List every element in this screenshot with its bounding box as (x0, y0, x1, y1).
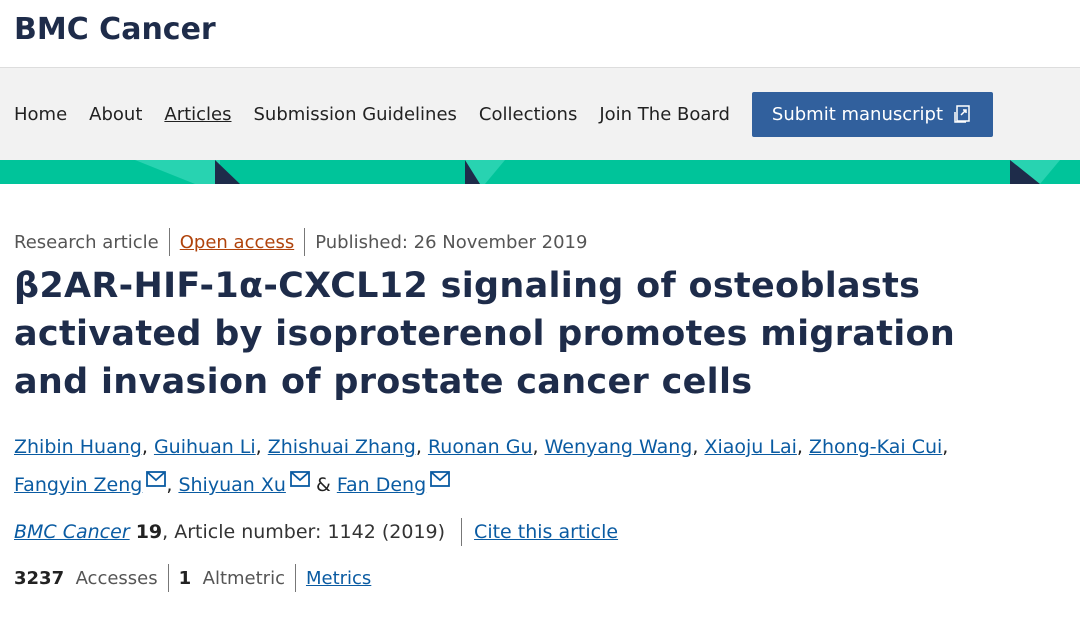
author: Zhibin Huang, (14, 436, 148, 458)
author: Zhishuai Zhang, (268, 436, 422, 458)
author-separator: , (415, 436, 422, 458)
article-header: Research article Open access Published: … (0, 184, 1080, 592)
author-link[interactable]: Shiyuan Xu (178, 474, 286, 496)
author-link[interactable]: Xiaoju Lai (704, 436, 797, 458)
author-separator: , (692, 436, 699, 458)
nav-item[interactable]: Join The Board (599, 103, 730, 125)
author-link[interactable]: Zhibin Huang (14, 436, 142, 458)
cite-link[interactable]: Cite this article (474, 521, 619, 543)
metrics: 3237 Accesses 1 Altmetric Metrics (14, 564, 1066, 592)
author: Ruonan Gu, (428, 436, 539, 458)
published: Published: 26 November 2019 (315, 231, 588, 253)
article-meta: Research article Open access Published: … (14, 228, 1066, 256)
decor-band (0, 160, 1080, 184)
author-link[interactable]: Fangyin Zeng (14, 474, 143, 496)
author: Fan Deng (336, 471, 451, 496)
volume: 19 (135, 521, 163, 543)
article-type: Research article (14, 231, 159, 253)
nav-item[interactable]: Submission Guidelines (253, 103, 457, 125)
author: Guihuan Li, (154, 436, 262, 458)
journal-link[interactable]: BMC Cancer (14, 521, 130, 543)
citation-details: , Article number: 1142 (2019) (162, 521, 446, 543)
citation: BMC Cancer 19 , Article number: 1142 (20… (14, 518, 1066, 546)
author-link[interactable]: Ruonan Gu (427, 436, 533, 458)
nav-item[interactable]: Collections (478, 103, 578, 125)
header: BMC Cancer (0, 0, 1080, 68)
accesses-count: 3237 (14, 567, 65, 589)
author-link[interactable]: Wenyang Wang (544, 436, 693, 458)
accesses-label: Accesses (75, 567, 158, 589)
author-list: Zhibin Huang, Guihuan Li, Zhishuai Zhang… (14, 428, 994, 504)
author-separator: , (942, 436, 949, 458)
author-link[interactable]: Guihuan Li (153, 436, 256, 458)
author-link[interactable]: Fan Deng (336, 474, 427, 496)
nav-bar: Home About Articles Submission Guidelines Co… (0, 68, 1080, 160)
nav-item[interactable]: Home (14, 103, 68, 125)
submit-button[interactable]: Submit manuscript (751, 91, 994, 137)
author-separator: , (796, 436, 803, 458)
author: Wenyang Wang, (545, 436, 699, 458)
submit-icon (954, 105, 970, 123)
author: Xiaoju Lai, (704, 436, 802, 458)
nav-item[interactable]: About (89, 103, 143, 125)
author: Zhong-Kai Cui, (809, 436, 948, 458)
altmetric-count: 1 (178, 567, 192, 589)
nav-item[interactable]: Articles (164, 103, 232, 125)
email-icon[interactable] (146, 471, 167, 487)
author: Fangyin Zeng, (14, 471, 173, 496)
journal-name[interactable]: BMC Cancer (14, 12, 216, 47)
nav-items: Home About Articles Submission Guidelines Co… (14, 104, 752, 125)
author: Shiyuan Xu (178, 471, 310, 496)
author-separator: , (532, 436, 539, 458)
author-link[interactable]: Zhishuai Zhang (267, 436, 416, 458)
author-separator: , (141, 436, 148, 458)
author-link[interactable]: Zhong-Kai Cui (808, 436, 943, 458)
submit-label: Submit manuscript (771, 103, 944, 125)
author-separator: , (166, 474, 173, 496)
email-icon[interactable] (430, 471, 451, 487)
email-icon[interactable] (289, 471, 310, 487)
author-separator: , (255, 436, 262, 458)
metrics-link[interactable]: Metrics (305, 567, 372, 589)
author-separator: & (315, 474, 331, 496)
altmetric-label: Altmetric (202, 567, 285, 589)
article-title: β2AR-HIF-1α-CXCL12 signaling of osteobla… (14, 266, 956, 402)
open-access[interactable]: Open access (179, 231, 295, 253)
